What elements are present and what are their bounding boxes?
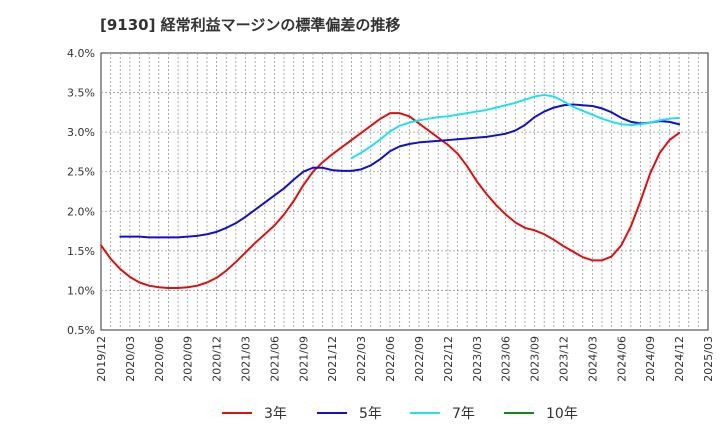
legend-label-3: 7年 xyxy=(452,406,475,422)
y-tick-label: 2.0% xyxy=(67,205,95,218)
legend-layer: 3年 5年 7年 10年 xyxy=(222,406,578,422)
chart-title: [9130] 経常利益マージンの標準偏差の推移 xyxy=(100,16,401,34)
x-tick-label: 2023/09 xyxy=(529,336,542,382)
y-tick-label: 3.0% xyxy=(67,126,95,139)
y-tick-label: 2.5% xyxy=(67,166,95,179)
series-line-1 xyxy=(100,112,681,290)
x-tick-label: 2023/12 xyxy=(557,336,570,382)
legend-label-2: 5年 xyxy=(359,406,382,422)
series-line-2 xyxy=(119,103,681,239)
x-tick-label: 2020/09 xyxy=(182,336,195,382)
x-tick-label: 2020/12 xyxy=(211,336,224,382)
x-tick-label: 2022/03 xyxy=(355,336,368,382)
series-layer xyxy=(100,93,681,290)
x-tick-label: 2021/06 xyxy=(268,336,281,382)
axis-layer: 0.5% 1.0% 1.5% 2.0% 2.5% 3.0% 3.5% 4.0% 2019/12 2… xyxy=(67,47,715,382)
x-tick-label: 2024/09 xyxy=(644,336,657,382)
x-tick-label: 2024/12 xyxy=(673,336,686,382)
x-tick-label: 2021/09 xyxy=(297,336,310,382)
x-tick-label: 2023/06 xyxy=(500,336,513,382)
x-tick-label: 2023/03 xyxy=(471,336,484,382)
legend-label-1: 3年 xyxy=(264,406,287,422)
x-tick-label: 2024/03 xyxy=(586,336,599,382)
y-tick-label: 1.5% xyxy=(67,245,95,258)
y-tick-label: 4.0% xyxy=(67,47,95,60)
x-tick-label: 2020/06 xyxy=(153,336,166,382)
x-tick-label: 2024/06 xyxy=(615,336,628,382)
grid-layer xyxy=(100,52,709,331)
x-tick-label: 2025/03 xyxy=(702,336,715,382)
x-tick-label: 2022/12 xyxy=(442,336,455,382)
y-tick-label: 0.5% xyxy=(67,324,95,337)
x-tick-label: 2019/12 xyxy=(95,336,108,382)
x-tick-label: 2020/03 xyxy=(124,336,137,382)
x-tick-label: 2022/06 xyxy=(384,336,397,382)
x-tick-label: 2021/12 xyxy=(326,336,339,382)
plot-area xyxy=(100,52,709,331)
legend-label-4: 10年 xyxy=(546,406,578,422)
y-tick-label: 3.5% xyxy=(67,87,95,100)
x-tick-label: 2022/09 xyxy=(413,336,426,382)
x-tick-label: 2021/03 xyxy=(240,336,253,382)
y-tick-label: 1.0% xyxy=(67,284,95,297)
series-line-3 xyxy=(350,93,681,160)
